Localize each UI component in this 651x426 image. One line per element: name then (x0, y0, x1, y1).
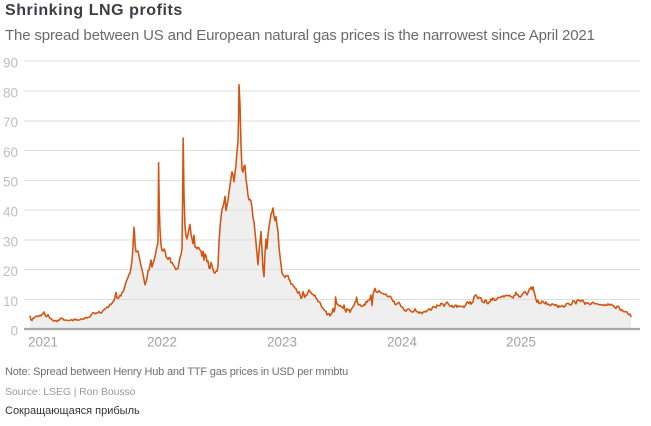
svg-text:2021: 2021 (28, 335, 58, 350)
svg-text:30: 30 (3, 234, 18, 249)
svg-text:2024: 2024 (387, 335, 418, 350)
svg-text:80: 80 (3, 85, 18, 100)
svg-text:40: 40 (3, 205, 18, 220)
svg-text:50: 50 (3, 175, 18, 190)
svg-text:2022: 2022 (147, 335, 177, 350)
svg-text:70: 70 (3, 115, 18, 130)
svg-text:90: 90 (3, 56, 18, 71)
svg-text:0: 0 (10, 324, 18, 339)
svg-text:2023: 2023 (267, 335, 297, 350)
svg-text:2025: 2025 (506, 335, 536, 350)
svg-text:60: 60 (3, 145, 18, 160)
svg-text:20: 20 (3, 264, 18, 279)
svg-text:10: 10 (3, 294, 18, 309)
